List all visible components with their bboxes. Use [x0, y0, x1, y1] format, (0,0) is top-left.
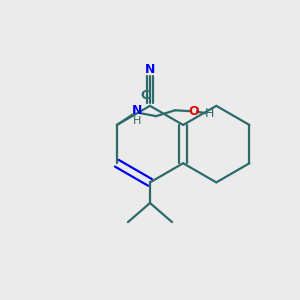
- Text: N: N: [145, 63, 155, 76]
- Text: O: O: [188, 105, 199, 118]
- Text: N: N: [132, 104, 142, 117]
- Text: C: C: [140, 89, 149, 102]
- Text: H: H: [133, 116, 142, 126]
- Text: H: H: [205, 107, 214, 120]
